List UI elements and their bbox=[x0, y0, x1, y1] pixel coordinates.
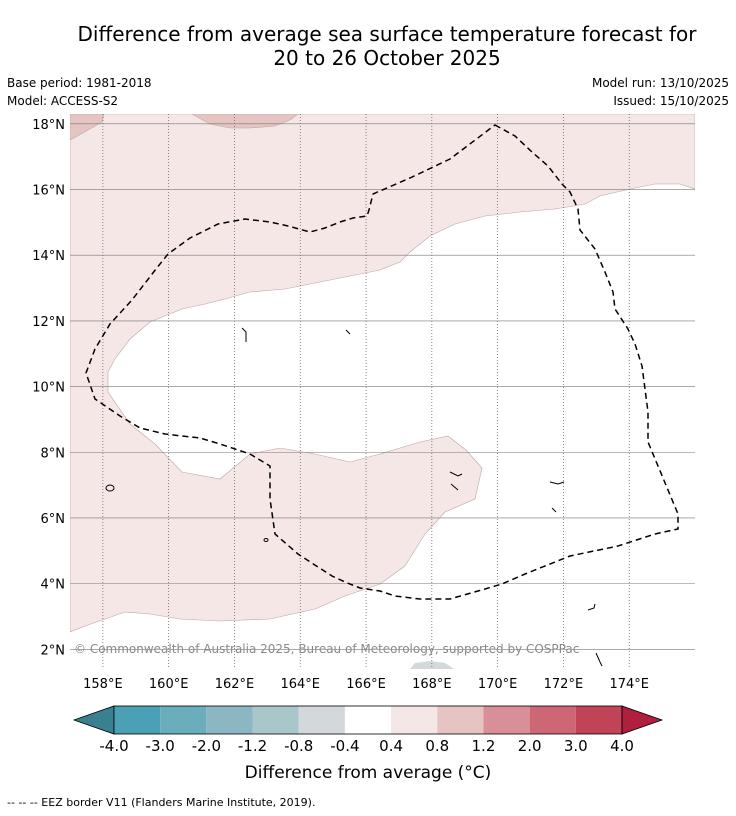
colorbar-segment bbox=[114, 706, 161, 734]
lat-label: 6°N bbox=[41, 512, 66, 527]
island-outline bbox=[105, 484, 115, 492]
colorbar-extend-high bbox=[621, 705, 664, 735]
anomaly-region-warm-mid-2 bbox=[191, 114, 299, 129]
latitude-labels: 18°N 16°N 14°N 12°N 10°N 8°N 6°N 4°N 2°N bbox=[32, 118, 65, 658]
colorbar-segment bbox=[483, 706, 530, 734]
meta-left: Base period: 1981-2018 Model: ACCESS-S2 bbox=[7, 74, 152, 110]
island-outline bbox=[587, 603, 596, 611]
gridlines bbox=[70, 114, 695, 669]
lon-label: 166°E bbox=[346, 677, 386, 692]
colorbar-label: Difference from average (°C) bbox=[244, 763, 492, 783]
issued-date: Issued: 15/10/2025 bbox=[613, 94, 729, 108]
colorbar-segment bbox=[529, 706, 576, 734]
axis-labels: 18°N 16°N 14°N 12°N 10°N 8°N 6°N 4°N 2°N 158°E 16… bbox=[32, 118, 649, 692]
island-outline bbox=[263, 538, 269, 542]
colorbar-tick-label: -3.0 bbox=[146, 737, 175, 755]
map-panel[interactable]: © Commonwealth of Australia 2025, Bureau… bbox=[70, 114, 695, 669]
colorbar-segment bbox=[575, 706, 622, 734]
model-run: Model run: 13/10/2025 bbox=[591, 76, 729, 90]
lat-label: 18°N bbox=[32, 118, 65, 133]
colorbar-tick-label: 0.4 bbox=[379, 737, 403, 755]
lat-label: 10°N bbox=[32, 381, 65, 396]
copyright-text: © Commonwealth of Australia 2025, Bureau… bbox=[74, 642, 579, 656]
island-outline bbox=[450, 483, 459, 491]
colorbar-tick-label: 0.8 bbox=[425, 737, 449, 755]
lon-label: 160°E bbox=[149, 677, 189, 692]
colorbar-tick-label: -2.0 bbox=[192, 737, 221, 755]
lon-label: 158°E bbox=[83, 677, 123, 692]
island-outline bbox=[549, 481, 565, 485]
colorbar-tick-label: -4.0 bbox=[99, 737, 128, 755]
anomaly-region-warm-mid-1 bbox=[70, 114, 105, 141]
lat-label: 8°N bbox=[41, 446, 66, 461]
lon-label: 164°E bbox=[280, 677, 320, 692]
title-line-1: Difference from average sea surface temp… bbox=[77, 22, 697, 46]
chart-title: Difference from average sea surface temp… bbox=[0, 22, 736, 70]
lat-label: 16°N bbox=[32, 184, 65, 199]
island-coastlines bbox=[105, 327, 603, 667]
colorbar-segment bbox=[437, 706, 484, 734]
lat-label: 2°N bbox=[41, 643, 66, 658]
colorbar-tick-label: 3.0 bbox=[564, 737, 588, 755]
anomaly-region-warm-light bbox=[70, 114, 695, 633]
colorbar-segment bbox=[298, 706, 345, 734]
footnote: -- -- -- EEZ border V11 (Flanders Marine… bbox=[7, 796, 316, 809]
island-outline bbox=[449, 471, 463, 477]
lat-label: 12°N bbox=[32, 315, 65, 330]
lon-label: 174°E bbox=[609, 677, 649, 692]
colorbar-tick-label: -0.4 bbox=[330, 737, 359, 755]
colorbar-segment bbox=[391, 706, 438, 734]
island-outline bbox=[241, 327, 247, 342]
title-line-2: 20 to 26 October 2025 bbox=[273, 46, 501, 70]
eez-border bbox=[85, 124, 679, 600]
colorbar-segments bbox=[72, 705, 664, 735]
colorbar-segment bbox=[252, 706, 299, 734]
colorbar: -4.0 -3.0 -2.0 -1.2 -0.8 -0.4 0.4 0.8 1.2 2.0 3.0 4… bbox=[72, 705, 664, 755]
colorbar-segment bbox=[160, 706, 207, 734]
colorbar-tick-label: -0.8 bbox=[284, 737, 313, 755]
colorbar-tick-label: -1.2 bbox=[238, 737, 267, 755]
lat-label: 14°N bbox=[32, 249, 65, 264]
model-name: Model: ACCESS-S2 bbox=[7, 94, 119, 108]
colorbar-border bbox=[113, 705, 623, 735]
island-outline bbox=[551, 507, 557, 513]
lon-label: 172°E bbox=[544, 677, 584, 692]
colorbar-tick-labels: -4.0 -3.0 -2.0 -1.2 -0.8 -0.4 0.4 0.8 1.2 2.0 3.0 4… bbox=[99, 737, 634, 755]
island-outline bbox=[595, 652, 603, 667]
colorbar-tick-label: 2.0 bbox=[518, 737, 542, 755]
lat-label: 4°N bbox=[41, 578, 66, 593]
base-period: Base period: 1981-2018 bbox=[7, 76, 152, 90]
meta-right: Model run: 13/10/2025 Issued: 15/10/2025 bbox=[592, 74, 729, 110]
lon-label: 168°E bbox=[412, 677, 452, 692]
colorbar-segment bbox=[206, 706, 253, 734]
colorbar-segment bbox=[344, 706, 392, 734]
lon-label: 170°E bbox=[478, 677, 518, 692]
colorbar-extend-low bbox=[72, 705, 115, 735]
longitude-labels: 158°E 160°E 162°E 164°E 166°E 168°E 170°E 172°E… bbox=[83, 677, 649, 692]
map-svg: © Commonwealth of Australia 2025, Bureau… bbox=[70, 114, 695, 669]
island-outline bbox=[345, 329, 351, 335]
anomaly-region-cool bbox=[410, 661, 454, 669]
colorbar-tick-label: 4.0 bbox=[610, 737, 634, 755]
colorbar-tick-label: 1.2 bbox=[472, 737, 496, 755]
lon-label: 162°E bbox=[215, 677, 255, 692]
